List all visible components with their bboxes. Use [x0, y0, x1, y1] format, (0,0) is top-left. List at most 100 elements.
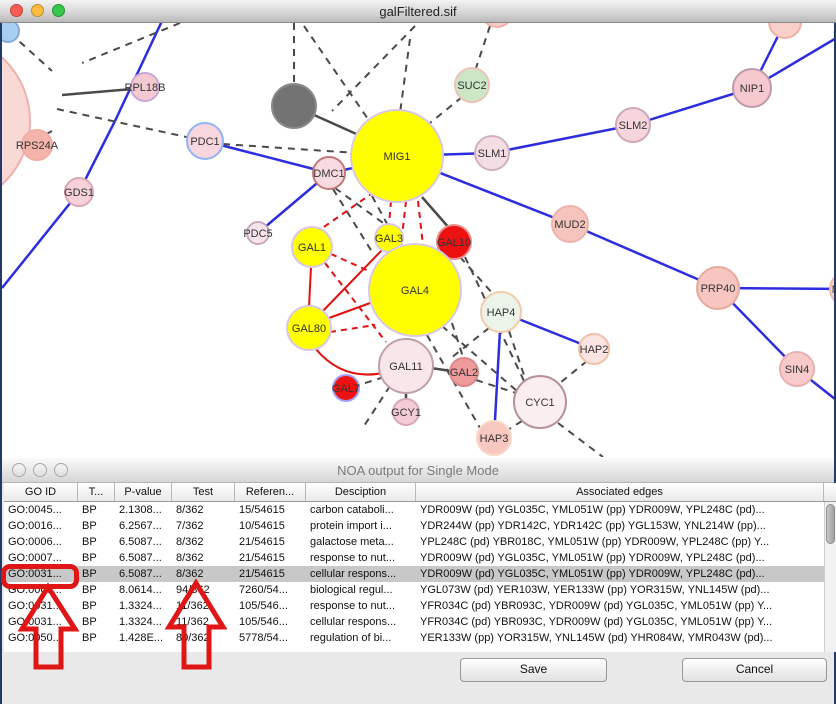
column-header-associated-edges[interactable]: Associated edges [416, 483, 824, 501]
node-HAP4[interactable] [480, 291, 522, 333]
graph-edge[interactable] [9, 32, 53, 72]
table-row[interactable]: GO:0065... BP 8.0614... 94/362 7260/54... bio… [4, 582, 824, 598]
graph-edge[interactable] [399, 38, 411, 114]
noa-zoom-button-icon[interactable] [54, 463, 68, 477]
graph-edge[interactable] [222, 143, 358, 154]
node-HAP2[interactable] [578, 333, 610, 365]
node-PDC5[interactable] [246, 221, 270, 245]
graph-edge[interactable] [441, 325, 518, 392]
graph-edge[interactable] [358, 376, 385, 386]
column-header-go-id[interactable]: GO ID [4, 483, 78, 501]
node-SLM1[interactable] [474, 135, 510, 171]
table-row[interactable]: GO:0031... BP 1.3324... 11/362 105/546... res… [4, 598, 824, 614]
node-top-right-pink[interactable] [768, 5, 802, 39]
node-gray-node[interactable] [271, 83, 317, 129]
noa-titlebar[interactable]: NOA output for Single Mode [2, 458, 834, 483]
graph-edge[interactable] [554, 360, 588, 388]
graph-edge[interactable] [303, 25, 369, 120]
node-SUC2[interactable] [454, 67, 490, 103]
graph-edge[interactable] [331, 25, 416, 112]
graph-edge[interactable] [329, 324, 376, 333]
vertical-scrollbar[interactable] [824, 502, 836, 652]
graph-edge[interactable] [492, 311, 503, 439]
graph-edge[interactable] [328, 301, 374, 319]
graph-edge[interactable] [451, 322, 465, 361]
node-big-left[interactable] [0, 35, 31, 207]
node-NIP1[interactable] [732, 68, 772, 108]
zoom-button-icon[interactable] [52, 4, 65, 17]
graph-edge-curve[interactable] [314, 347, 384, 376]
graph-edge[interactable] [371, 195, 392, 232]
node-top-pink[interactable] [480, 0, 514, 28]
graph-edge[interactable] [56, 108, 206, 142]
node-RPS24A[interactable] [21, 129, 53, 161]
node-GAL4[interactable] [368, 243, 462, 337]
graph-edge[interactable] [204, 139, 330, 175]
node-PRP40[interactable] [696, 266, 740, 310]
node-SIN4[interactable] [779, 351, 815, 387]
table-row[interactable]: GO:0031... BP 1.3324... 11/362 105/546... cel… [4, 614, 824, 630]
scrollbar-thumb[interactable] [826, 504, 835, 544]
column-header-p-value[interactable]: P-value [115, 483, 172, 501]
graph-edge[interactable] [61, 87, 133, 97]
node-GAL2[interactable] [449, 357, 479, 387]
node-GDS1[interactable] [64, 177, 94, 207]
cancel-button[interactable]: Cancel [682, 658, 827, 682]
node-MIG1[interactable] [350, 109, 444, 203]
node-clipped-top-left[interactable] [0, 19, 20, 43]
graph-edge[interactable] [308, 266, 312, 308]
network-canvas[interactable]: RPL18B RPS24A GDS1 PDC1 DMC1 MIG1 SUC2 SLM1 SLM2… [0, 0, 836, 458]
node-RPL18B[interactable] [130, 72, 160, 102]
network-graph[interactable]: RPL18B RPS24A GDS1 PDC1 DMC1 MIG1 SUC2 SLM1 SLM2… [0, 0, 836, 458]
node-GAL10[interactable] [436, 224, 472, 260]
node-SLM2[interactable] [615, 107, 651, 143]
graph-edge[interactable] [81, 22, 181, 64]
node-GAL7[interactable] [332, 374, 360, 402]
node-GCY1[interactable] [392, 398, 420, 426]
node-DMC1[interactable] [312, 156, 346, 190]
graph-edge[interactable] [450, 327, 490, 359]
graph-edge[interactable] [330, 253, 372, 273]
noa-close-button-icon[interactable] [12, 463, 26, 477]
node-HAP3[interactable] [476, 420, 512, 456]
table-row[interactable]: GO:0045... BP 2.1308... 8/362 15/54615 carbon… [4, 502, 824, 518]
save-button[interactable]: Save [460, 658, 607, 682]
node-GAL80[interactable] [286, 305, 332, 351]
graph-edge[interactable] [459, 256, 495, 296]
column-header-test[interactable]: Test [172, 483, 235, 501]
main-window-titlebar[interactable]: galFiltered.sif [0, 0, 836, 23]
graph-edge[interactable] [508, 330, 527, 382]
node-PDC1[interactable] [186, 122, 224, 160]
graph-edge[interactable] [569, 222, 719, 290]
node-CYC1[interactable] [513, 375, 567, 429]
minimize-button-icon[interactable] [31, 4, 44, 17]
table-row[interactable]: GO:0006... BP 6.5087... 8/362 21/54615 galact… [4, 534, 824, 550]
node-GAL11[interactable] [378, 338, 434, 394]
column-header-referen-[interactable]: Referen... [235, 483, 306, 501]
graph-edge[interactable] [1, 191, 80, 289]
table-row[interactable]: GO:0050... BP 1.428E... 80/362 5778/54... reg… [4, 630, 824, 646]
table-row[interactable]: GO:0031... BP 6.5087... 8/362 21/54615 cellul… [4, 566, 824, 582]
graph-edge[interactable] [332, 188, 375, 256]
graph-edge[interactable] [557, 422, 604, 458]
graph-edge[interactable] [113, 20, 164, 122]
column-header-t-[interactable]: T... [78, 483, 115, 501]
graph-edge[interactable] [363, 385, 391, 427]
graph-edge[interactable] [38, 130, 53, 139]
graph-edge[interactable] [491, 123, 634, 155]
graph-edge[interactable] [388, 200, 392, 226]
graph-edge[interactable] [632, 86, 753, 127]
graph-edge[interactable] [334, 187, 387, 226]
graph-edge[interactable] [318, 248, 384, 316]
table-row[interactable]: GO:0007... BP 6.5087... 8/362 21/54615 respon… [4, 550, 824, 566]
node-GAL1[interactable] [291, 226, 333, 268]
noa-minimize-button-icon[interactable] [33, 463, 47, 477]
column-header-desciption[interactable]: Desciption [306, 483, 416, 501]
graph-edge[interactable] [324, 262, 387, 343]
close-button-icon[interactable] [10, 4, 23, 17]
graph-edge[interactable] [429, 96, 463, 124]
graph-edge[interactable] [421, 196, 451, 230]
graph-edge[interactable] [430, 366, 452, 373]
graph-edge[interactable] [417, 200, 424, 246]
table-row[interactable]: GO:0016... BP 6.2567... 7/362 10/54615 protei… [4, 518, 824, 534]
